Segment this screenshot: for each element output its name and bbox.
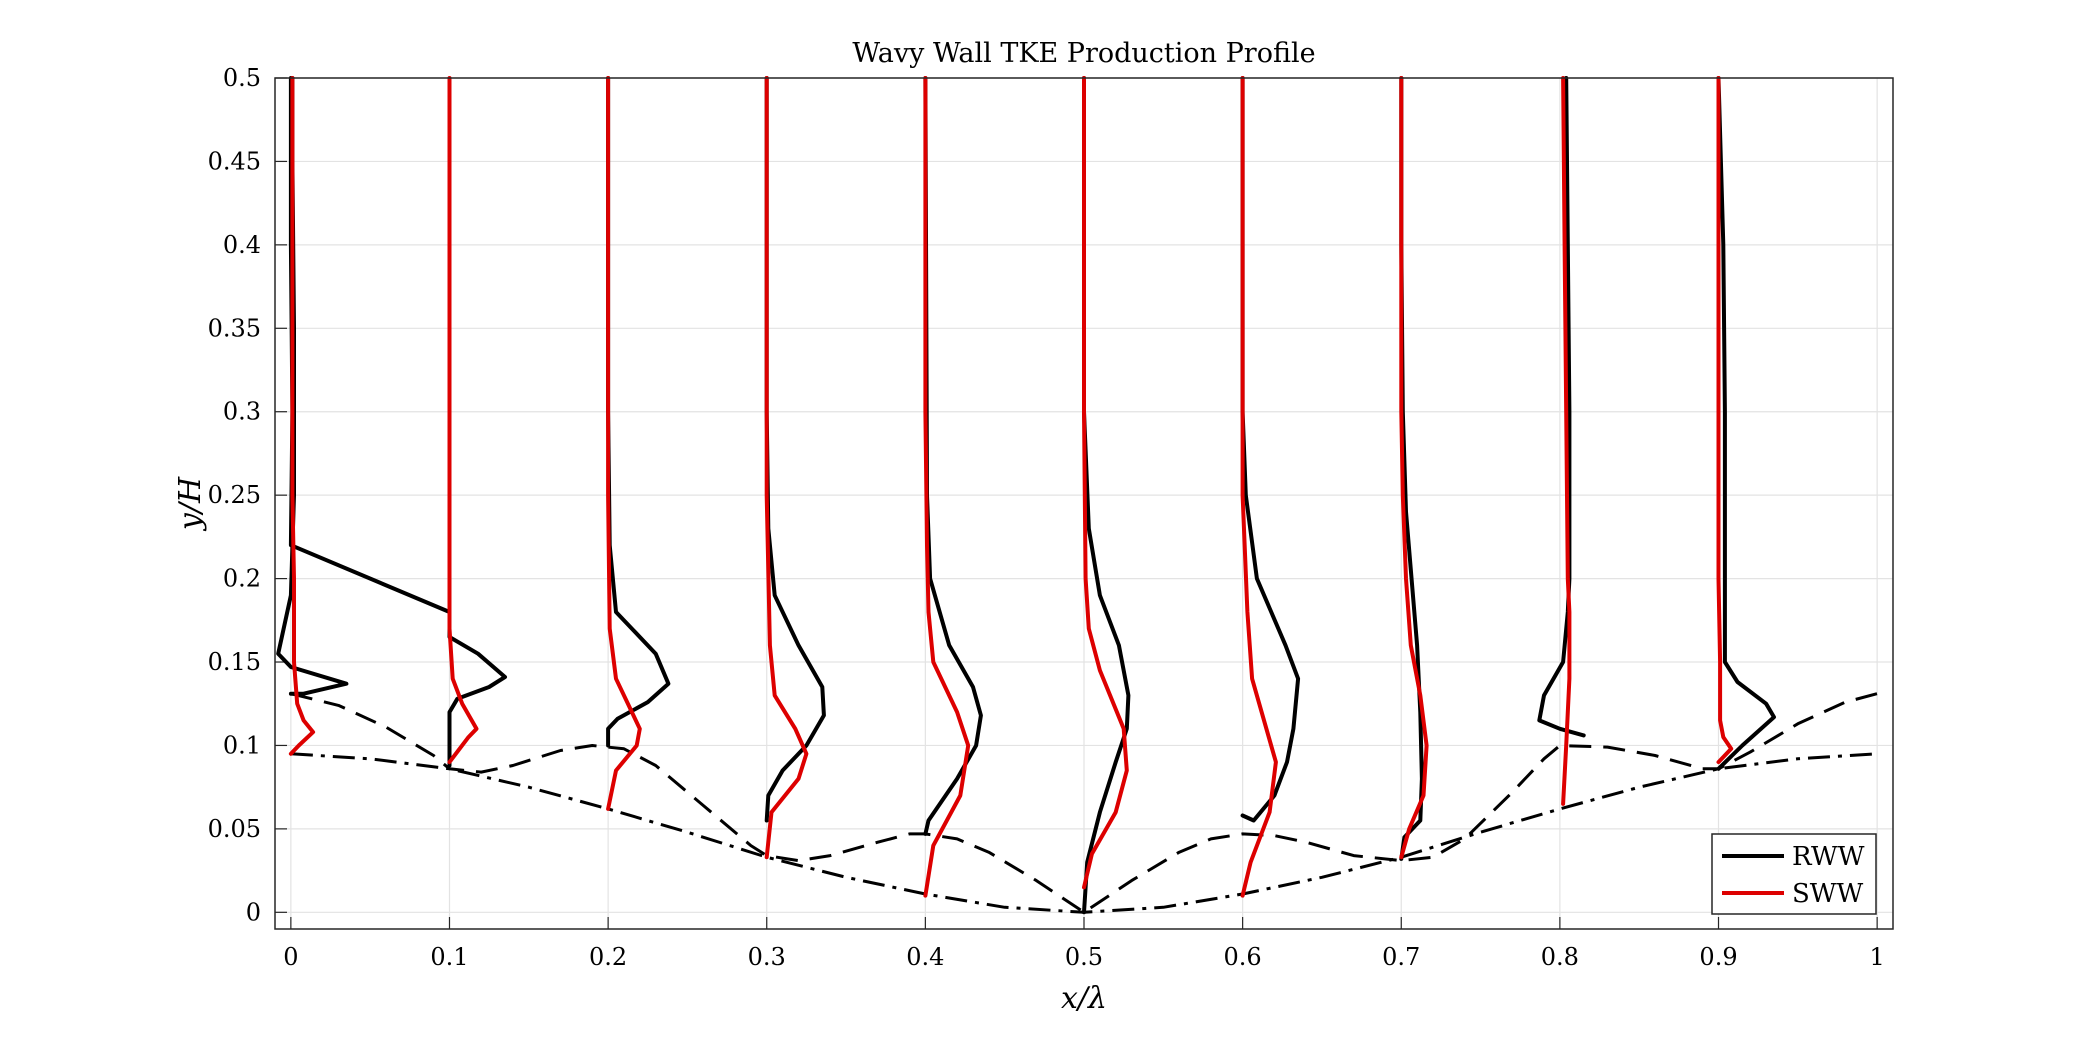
profile-sww-line bbox=[1716, 76, 1734, 765]
y-tick-label: 0.45 bbox=[208, 147, 261, 175]
tick-labels: 0 0.1 0.2 0.3 0.4 0.5 0.6 0.7 0.8 0.9 1 0 0.05 0.1 0.1… bbox=[208, 64, 1885, 971]
profile-sww-line bbox=[288, 76, 316, 756]
x-tick-label: 0.5 bbox=[1065, 943, 1103, 971]
profile-sww-line bbox=[923, 76, 971, 898]
x-axis-label: x/λ bbox=[1061, 981, 1107, 1016]
legend: RWW SWW bbox=[1711, 833, 1877, 915]
legend-box bbox=[1711, 833, 1877, 915]
profile-sww-line bbox=[1082, 76, 1129, 890]
y-tick-label: 0 bbox=[246, 898, 261, 926]
y-tick-label: 0.15 bbox=[208, 648, 261, 676]
profile-sww-line bbox=[1561, 76, 1572, 806]
y-tick-label: 0.5 bbox=[223, 64, 261, 92]
chart-title: Wavy Wall TKE Production Profile bbox=[852, 38, 1315, 69]
y-tick-label: 0.25 bbox=[208, 481, 261, 509]
y-tick-label: 0.2 bbox=[223, 565, 261, 593]
legend-label-sww: SWW bbox=[1792, 879, 1864, 909]
y-tick-label: 0.1 bbox=[223, 731, 261, 759]
y-tick-label: 0.05 bbox=[208, 815, 261, 843]
profile-rww-line bbox=[1082, 76, 1131, 915]
x-tick-label: 0.8 bbox=[1541, 943, 1579, 971]
profile-sww-line bbox=[1399, 76, 1429, 860]
profile-sww-line bbox=[764, 76, 809, 860]
profile-sww-line bbox=[606, 76, 642, 811]
x-tick-label: 0.2 bbox=[589, 943, 627, 971]
profile-sww-line bbox=[447, 76, 479, 765]
profile-sww-line bbox=[1240, 76, 1278, 898]
profile-rww-line bbox=[1537, 76, 1586, 738]
legend-label-rww: RWW bbox=[1792, 842, 1865, 872]
x-tick-label: 1 bbox=[1869, 943, 1884, 971]
plot-frame bbox=[274, 77, 1894, 930]
x-tick-label: 0.1 bbox=[430, 943, 468, 971]
x-tick-label: 0.9 bbox=[1699, 943, 1737, 971]
y-axis-label: y/H bbox=[173, 476, 208, 532]
y-tick-label: 0.35 bbox=[208, 314, 261, 342]
series-sww bbox=[288, 76, 1734, 898]
x-tick-label: 0 bbox=[283, 943, 298, 971]
x-tick-label: 0.6 bbox=[1224, 943, 1262, 971]
profile-rww-line bbox=[1240, 76, 1301, 823]
profile-rww-line bbox=[1716, 76, 1776, 771]
y-tick-label: 0.3 bbox=[223, 398, 261, 426]
profile-series bbox=[276, 76, 1776, 915]
x-tick-label: 0.7 bbox=[1382, 943, 1420, 971]
x-tick-label: 0.4 bbox=[906, 943, 944, 971]
x-tick-label: 0.3 bbox=[748, 943, 786, 971]
y-tick-label: 0.4 bbox=[223, 231, 261, 259]
